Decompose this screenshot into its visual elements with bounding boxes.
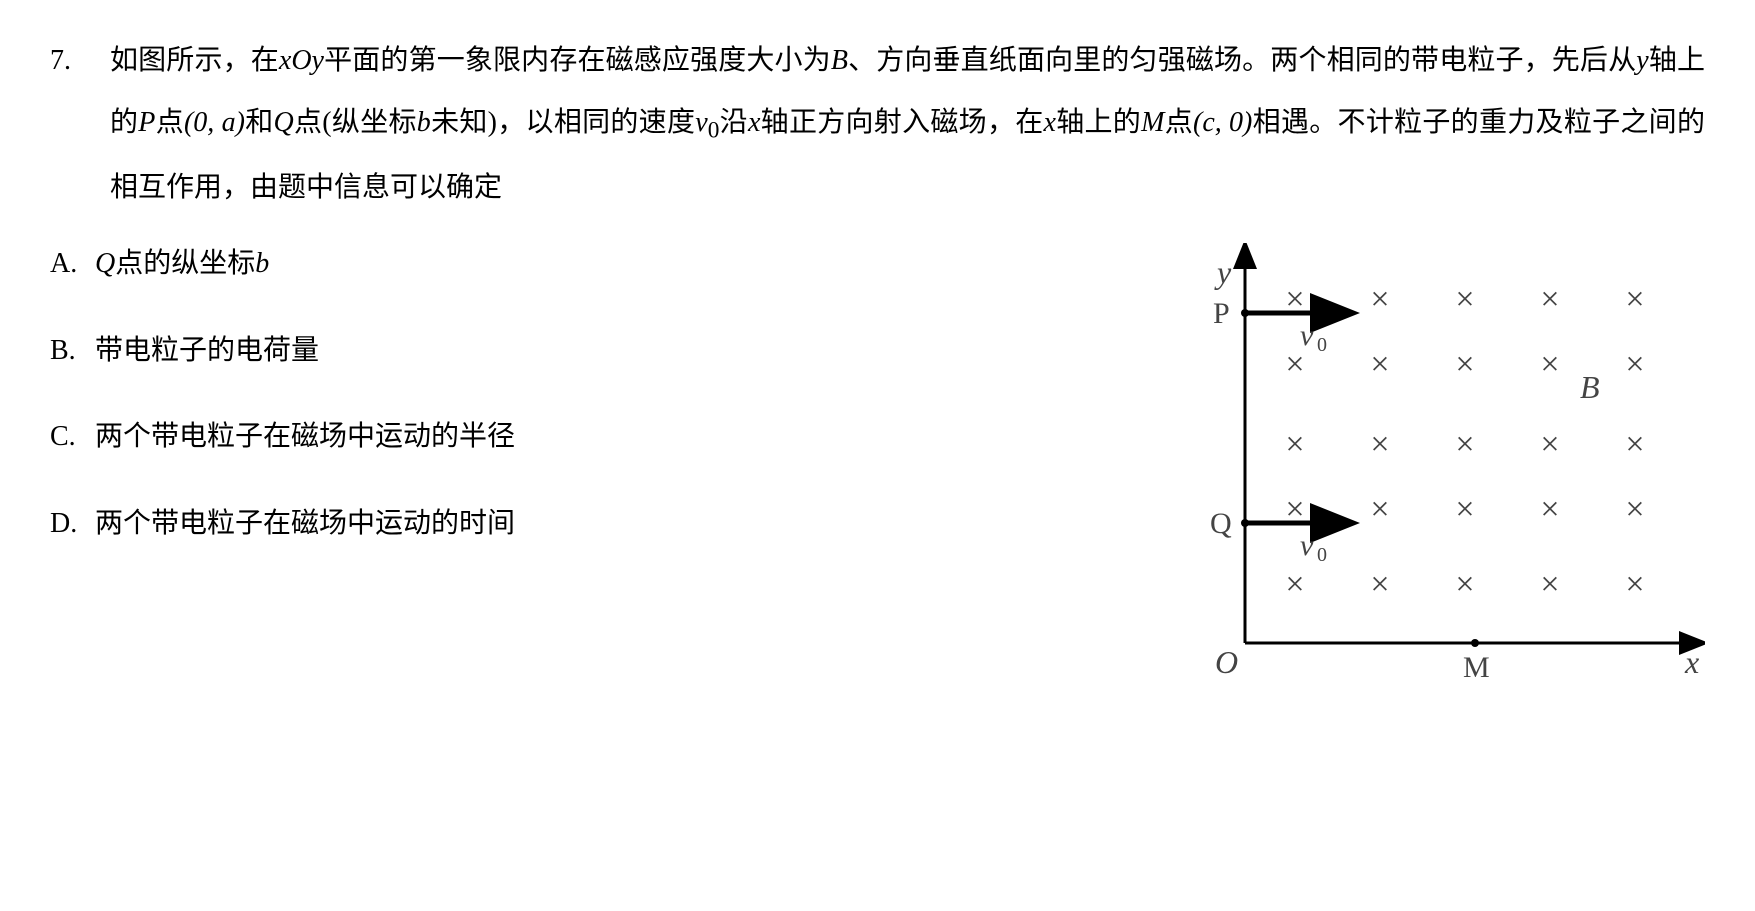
coord-m: (c, 0) — [1193, 107, 1252, 138]
svg-text:×: × — [1625, 426, 1644, 463]
options-list: A. Q点的纵坐标b B. 带电粒子的电荷量 C. 两个带电粒子在磁场中运动的半… — [50, 233, 1165, 579]
svg-text:0: 0 — [1317, 544, 1327, 566]
svg-text:×: × — [1285, 566, 1304, 603]
diagram-svg: yxO×××××××××××××××××××××××××Pv0Qv0MB — [1185, 243, 1705, 683]
var-y: y — [1636, 45, 1648, 76]
stem-text: 点 — [1164, 107, 1193, 138]
svg-text:×: × — [1625, 281, 1644, 318]
svg-text:×: × — [1370, 491, 1389, 528]
svg-text:×: × — [1625, 566, 1644, 603]
sub-0: 0 — [708, 117, 720, 143]
var-b: b — [255, 248, 269, 279]
option-b: B. 带电粒子的电荷量 — [50, 320, 1165, 382]
svg-text:O: O — [1215, 644, 1238, 680]
svg-text:M: M — [1463, 651, 1490, 683]
option-letter: C. — [50, 406, 95, 468]
stem-text: 和 — [245, 107, 274, 138]
var-p: P — [138, 107, 155, 138]
stem-text: 点(纵坐标 — [294, 107, 417, 138]
physics-diagram: yxO×××××××××××××××××××××××××Pv0Qv0MB — [1185, 243, 1705, 683]
svg-text:×: × — [1540, 426, 1559, 463]
option-text: 两个带电粒子在磁场中运动的半径 — [95, 406, 515, 468]
svg-text:v: v — [1300, 319, 1314, 352]
var-x: x — [748, 107, 760, 138]
option-text: Q点的纵坐标b — [95, 233, 269, 295]
var-q: Q — [274, 107, 294, 138]
svg-text:×: × — [1370, 426, 1389, 463]
stem-text: 未知)，以相同的速度 — [431, 107, 695, 138]
question-number: 7. — [50, 30, 110, 92]
option-letter: D. — [50, 493, 95, 555]
svg-text:y: y — [1214, 254, 1232, 290]
svg-text:×: × — [1370, 566, 1389, 603]
svg-text:×: × — [1540, 566, 1559, 603]
svg-text:×: × — [1370, 281, 1389, 318]
stem-text: 沿 — [719, 107, 748, 138]
coord-p: (0, a) — [184, 107, 245, 138]
option-letter: A. — [50, 233, 95, 295]
question-container: 7. 如图所示，在xOy平面的第一象限内存在磁感应强度大小为B、方向垂直纸面向里… — [50, 30, 1705, 233]
question-stem: 如图所示，在xOy平面的第一象限内存在磁感应强度大小为B、方向垂直纸面向里的匀强… — [110, 30, 1705, 218]
option-text: 带电粒子的电荷量 — [95, 320, 319, 382]
var-v0: v — [695, 107, 707, 138]
svg-text:×: × — [1285, 426, 1304, 463]
question-content: 如图所示，在xOy平面的第一象限内存在磁感应强度大小为B、方向垂直纸面向里的匀强… — [110, 30, 1705, 233]
svg-text:×: × — [1625, 346, 1644, 383]
svg-text:P: P — [1213, 297, 1230, 330]
option-text: 两个带电粒子在磁场中运动的时间 — [95, 493, 515, 555]
svg-text:v: v — [1300, 529, 1314, 562]
svg-text:×: × — [1540, 491, 1559, 528]
svg-text:0: 0 — [1317, 334, 1327, 356]
var-b: b — [417, 107, 431, 138]
svg-text:×: × — [1370, 346, 1389, 383]
options-diagram-row: A. Q点的纵坐标b B. 带电粒子的电荷量 C. 两个带电粒子在磁场中运动的半… — [50, 233, 1705, 683]
svg-text:×: × — [1455, 491, 1474, 528]
text: 点的纵坐标 — [115, 248, 255, 279]
svg-text:B: B — [1580, 369, 1600, 405]
svg-text:×: × — [1455, 566, 1474, 603]
option-letter: B. — [50, 320, 95, 382]
var-m: M — [1141, 107, 1164, 138]
stem-text: 如图所示，在 — [110, 45, 279, 76]
svg-text:×: × — [1625, 491, 1644, 528]
svg-text:Q: Q — [1210, 507, 1232, 540]
var-b-upper: B — [831, 45, 848, 76]
svg-text:x: x — [1684, 644, 1699, 680]
stem-text: 、方向垂直纸面向里的匀强磁场。两个相同的带电粒子，先后从 — [848, 45, 1636, 76]
option-a: A. Q点的纵坐标b — [50, 233, 1165, 295]
var-q: Q — [95, 248, 115, 279]
stem-text: 平面的第一象限内存在磁感应强度大小为 — [324, 45, 831, 76]
stem-text: 点 — [155, 107, 184, 138]
svg-text:×: × — [1540, 281, 1559, 318]
svg-text:×: × — [1455, 426, 1474, 463]
var-xoy: xOy — [279, 45, 324, 76]
svg-text:×: × — [1455, 346, 1474, 383]
option-d: D. 两个带电粒子在磁场中运动的时间 — [50, 493, 1165, 555]
stem-text: 轴上的 — [1056, 107, 1141, 138]
var-x: x — [1044, 107, 1056, 138]
stem-text: 轴正方向射入磁场，在 — [760, 107, 1043, 138]
svg-text:×: × — [1455, 281, 1474, 318]
option-c: C. 两个带电粒子在磁场中运动的半径 — [50, 406, 1165, 468]
svg-text:×: × — [1540, 346, 1559, 383]
